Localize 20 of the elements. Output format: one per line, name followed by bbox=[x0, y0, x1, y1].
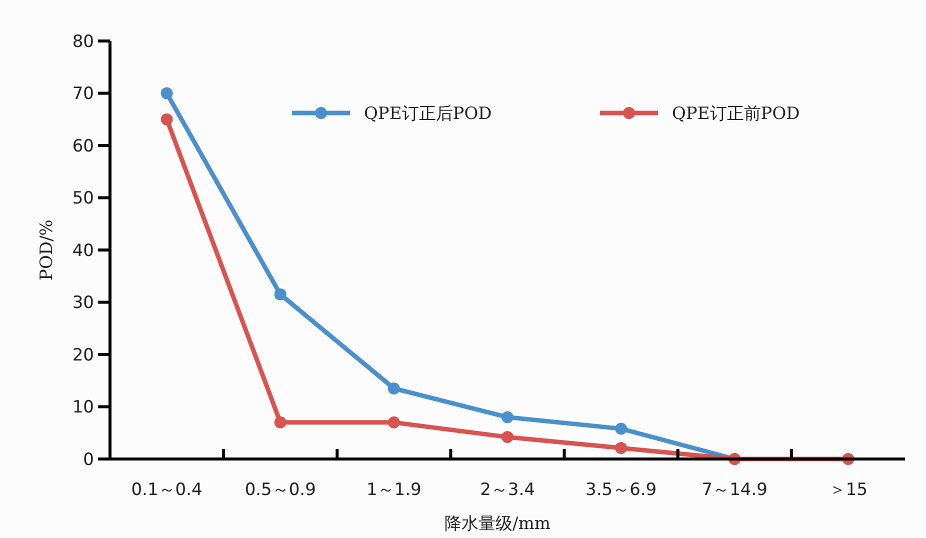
y-tick-label: 50 bbox=[72, 188, 94, 209]
y-tick-label: 30 bbox=[72, 293, 94, 314]
x-tick-label: ＞15 bbox=[828, 480, 868, 500]
y-tick-label: 70 bbox=[72, 84, 94, 104]
y-tick-label: 60 bbox=[72, 136, 94, 156]
y-tick-label: 0 bbox=[83, 450, 94, 470]
y-tick-label: 20 bbox=[72, 345, 94, 366]
legend-label: QPE订正前POD bbox=[672, 104, 800, 124]
x-tick-label: 3.5～6.9 bbox=[586, 480, 657, 500]
y-tick-label: 10 bbox=[72, 398, 94, 418]
legend-label: QPE订正后POD bbox=[364, 104, 492, 124]
y-axis-title: POD/% bbox=[37, 220, 57, 280]
x-tick-label: 1～1.9 bbox=[366, 480, 422, 500]
y-tick-label: 80 bbox=[72, 32, 94, 52]
x-tick-label: 0.5～0.9 bbox=[244, 480, 316, 500]
y-tick-label: 40 bbox=[72, 240, 94, 261]
x-tick-label: 0.1～0.4 bbox=[131, 480, 202, 500]
x-tick-label: 7～14.9 bbox=[702, 480, 768, 500]
x-axis-title: 降水量级/mm bbox=[444, 514, 550, 534]
x-tick-label: 2～3.4 bbox=[480, 480, 535, 500]
